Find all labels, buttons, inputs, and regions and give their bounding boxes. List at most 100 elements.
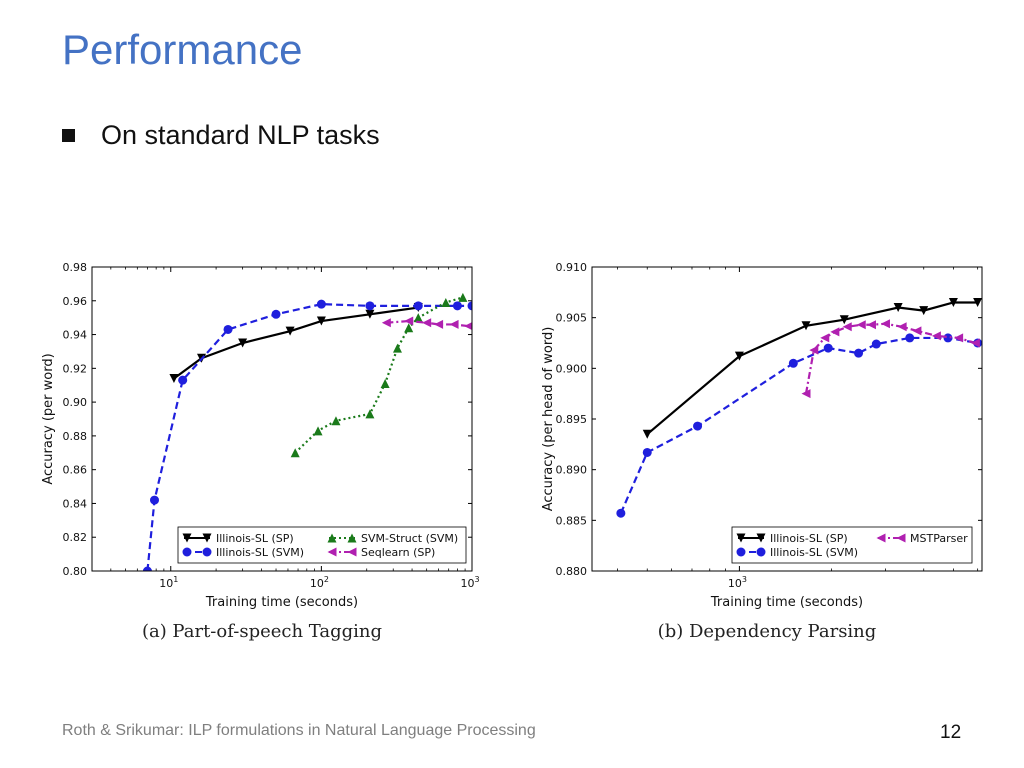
legend-label-illinois-sl-sp: Illinois-SL (SP) xyxy=(770,532,848,545)
data-point-illinois-sl-sp xyxy=(893,303,903,313)
legend-marker-mstparser xyxy=(896,533,906,543)
data-point-mstparser xyxy=(880,319,890,329)
data-point-seqlearn-sp xyxy=(464,322,472,331)
legend: Illinois-SL (SP)Illinois-SL (SVM) MSTPars… xyxy=(731,526,973,564)
data-point-illinois-sl-sp xyxy=(734,351,744,361)
data-point-illinois-sl-sp xyxy=(919,306,929,316)
data-point-illinois-sl-svm xyxy=(413,301,423,311)
data-point-mstparser xyxy=(931,331,941,341)
legend-marker-svm-struct-svm xyxy=(327,533,337,543)
data-point-illinois-sl-svm xyxy=(642,447,652,457)
legend-box xyxy=(177,526,467,564)
data-point-svm-struct-svm xyxy=(290,448,300,458)
data-point-mstparser xyxy=(856,320,866,330)
data-point-illinois-sl-sp xyxy=(839,315,849,325)
data-point-mstparser xyxy=(970,338,980,348)
data-point-svm-struct-svm xyxy=(458,292,468,302)
x-tick-label: 102 xyxy=(310,575,329,590)
data-point-svm-struct-svm xyxy=(441,297,451,307)
data-point-illinois-sl-svm xyxy=(365,301,375,311)
data-point-svm-struct-svm xyxy=(413,313,423,323)
data-point-svm-struct-svm xyxy=(392,343,402,353)
plot-frame xyxy=(91,266,473,572)
y-tick-label: 0.900 xyxy=(556,362,588,375)
square-bullet-icon xyxy=(62,129,75,142)
y-tick-label: 0.910 xyxy=(556,261,588,274)
data-point-illinois-sl-sp xyxy=(238,338,248,348)
x-axis-label: Training time (seconds) xyxy=(710,595,863,610)
y-tick-label: 0.96 xyxy=(63,295,88,308)
y-tick-label: 0.90 xyxy=(63,396,88,409)
data-point-mstparser xyxy=(842,322,852,332)
series-line-illinois-sl-svm xyxy=(146,303,472,571)
x-axis-label: Training time (seconds) xyxy=(205,595,358,610)
y-tick-label: 0.88 xyxy=(63,430,88,443)
legend-marker-mstparser xyxy=(876,533,886,543)
data-point-mstparser xyxy=(830,327,840,337)
x-tick-label: 101 xyxy=(159,575,178,590)
data-point-seqlearn-sp xyxy=(381,318,391,328)
data-point-illinois-sl-sp xyxy=(642,429,652,439)
legend: Illinois-SL (SP)Illinois-SL (SVM) SVM-Str… xyxy=(177,526,467,564)
legend-label-illinois-sl-svm: Illinois-SL (SVM) xyxy=(216,546,304,559)
data-point-mstparser xyxy=(912,326,922,336)
y-tick-label: 0.84 xyxy=(63,497,88,510)
data-point-svm-struct-svm xyxy=(365,409,375,419)
y-tick-label: 0.98 xyxy=(63,261,88,274)
y-tick-label: 0.80 xyxy=(63,565,88,578)
data-point-svm-struct-svm xyxy=(380,379,390,389)
legend-marker-illinois-sl-svm xyxy=(202,547,212,557)
legend-label-mstparser: MSTParser xyxy=(910,532,968,545)
data-point-svm-struct-svm xyxy=(313,426,323,436)
data-point-mstparser xyxy=(801,389,811,399)
y-tick-label: 0.895 xyxy=(556,413,588,426)
data-point-illinois-sl-svm xyxy=(142,566,152,571)
plot-area xyxy=(616,297,982,518)
legend-label-illinois-sl-sp: Illinois-SL (SP) xyxy=(216,532,294,545)
data-point-illinois-sl-sp xyxy=(948,297,958,307)
data-point-mstparser xyxy=(820,333,830,343)
data-point-illinois-sl-svm xyxy=(871,339,881,349)
data-point-mstparser xyxy=(954,333,964,343)
x-tick-label: 103 xyxy=(728,575,747,590)
data-point-seqlearn-sp xyxy=(449,319,459,329)
data-point-illinois-sl-svm xyxy=(178,375,188,385)
y-tick-label: 0.92 xyxy=(63,362,88,375)
data-point-illinois-sl-svm xyxy=(854,348,864,358)
data-point-svm-struct-svm xyxy=(404,323,414,333)
data-point-illinois-sl-sp xyxy=(285,326,295,336)
chart-caption: (a) Part-of-speech Tagging xyxy=(142,621,382,642)
data-point-illinois-sl-sp xyxy=(973,297,982,307)
bullet-text: On standard NLP tasks xyxy=(101,120,380,150)
y-axis-label: Accuracy (per head of word) xyxy=(541,327,556,512)
legend-marker-illinois-sl-svm xyxy=(182,547,192,557)
legend-label-seqlearn-sp: Seqlearn (SP) xyxy=(361,546,435,559)
x-tick-label: 103 xyxy=(460,575,479,590)
plot-frame xyxy=(591,266,983,572)
data-point-illinois-sl-svm xyxy=(271,309,281,319)
data-point-illinois-sl-svm xyxy=(788,358,798,368)
legend-marker-seqlearn-sp xyxy=(327,547,337,557)
legend-label-svm-struct-svm: SVM-Struct (SVM) xyxy=(361,532,458,545)
data-point-illinois-sl-svm xyxy=(467,301,472,311)
data-point-seqlearn-sp xyxy=(434,319,444,329)
page-number: 12 xyxy=(940,722,962,743)
bullet-item: On standard NLP tasks xyxy=(62,120,380,151)
y-tick-label: 0.94 xyxy=(63,329,88,342)
legend-marker-illinois-sl-sp xyxy=(736,533,746,543)
legend-marker-illinois-sl-svm xyxy=(756,547,766,557)
data-point-illinois-sl-svm xyxy=(316,299,326,309)
data-point-illinois-sl-sp xyxy=(801,321,811,331)
data-point-illinois-sl-svm xyxy=(616,508,626,518)
data-point-illinois-sl-svm xyxy=(223,324,233,334)
legend-marker-illinois-sl-sp xyxy=(756,533,766,543)
data-point-illinois-sl-svm xyxy=(150,495,160,505)
data-point-illinois-sl-svm xyxy=(693,421,703,431)
data-point-illinois-sl-svm xyxy=(905,333,915,343)
data-point-illinois-sl-sp xyxy=(365,309,375,319)
data-point-mstparser xyxy=(897,322,907,332)
series-line-svm-struct-svm xyxy=(294,296,464,454)
slide-footer: Roth & Srikumar: ILP formulations in Nat… xyxy=(62,722,536,739)
y-tick-label: 0.890 xyxy=(556,464,588,477)
data-point-mstparser xyxy=(866,320,876,330)
